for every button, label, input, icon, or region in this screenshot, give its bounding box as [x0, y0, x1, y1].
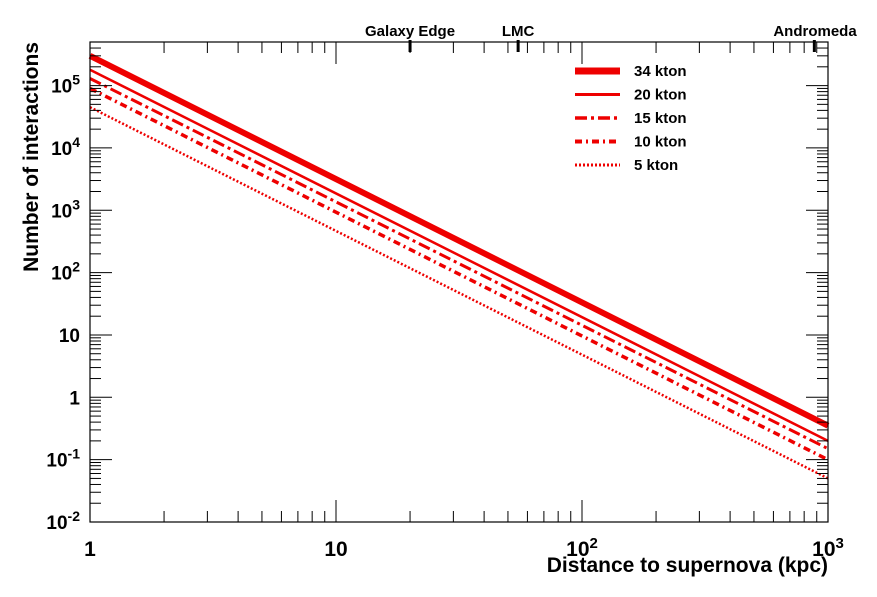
x-tick-label: 102	[566, 535, 598, 561]
series-line-5-kton	[89, 106, 829, 480]
legend: 34 kton 20 kton 15 kton 10 kton 5 kton	[575, 63, 687, 174]
legend-label: 34 kton	[634, 63, 687, 80]
legend-label: 15 kton	[634, 110, 687, 127]
marker-label: LMC	[502, 23, 535, 40]
marker-label: Andromeda	[773, 23, 857, 40]
x-tick-label: 1	[84, 538, 96, 561]
y-axis-title: Number of interactions	[20, 42, 43, 272]
series-line-10-kton	[89, 86, 829, 462]
series-line-34-kton	[88, 53, 830, 429]
y-tick-label: 103	[51, 196, 80, 222]
series-line-20-kton	[89, 68, 829, 443]
y-tick-label: 10-2	[46, 508, 80, 534]
legend-label: 20 kton	[634, 87, 687, 104]
x-axis-title: Distance to supernova (kpc)	[547, 554, 828, 577]
axes-layer	[89, 40, 829, 523]
y-tick-label: 10	[59, 326, 80, 347]
marker-label: Galaxy Edge	[365, 23, 455, 40]
y-tick-label: 10-1	[46, 446, 80, 472]
legend-label: 5 kton	[634, 157, 678, 174]
series-line-15-kton	[89, 77, 829, 451]
y-tick-label: 1	[69, 388, 80, 409]
legend-label: 10 kton	[634, 134, 687, 151]
x-tick-label: 10	[324, 538, 347, 561]
y-tick-label: 102	[51, 259, 80, 285]
y-tick-label: 104	[51, 134, 80, 160]
series-layer	[88, 53, 830, 480]
x-tick-label: 103	[812, 535, 844, 561]
y-tick-label: 105	[51, 72, 80, 98]
